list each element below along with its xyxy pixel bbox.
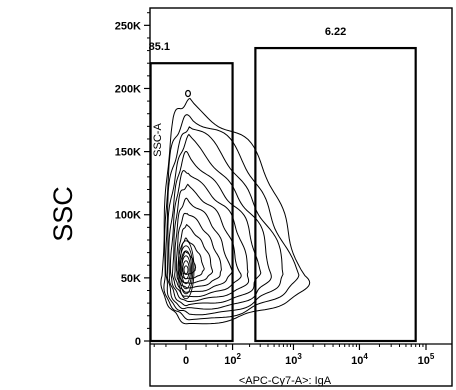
y-tick-label: 250K xyxy=(115,20,141,32)
contour-plot xyxy=(160,97,311,325)
outer-y-axis-label: SSC xyxy=(48,186,78,242)
outlier-event-group xyxy=(185,89,192,98)
y-tick-label: 100K xyxy=(115,210,141,222)
density-core-contour xyxy=(178,245,194,295)
density-core-contour xyxy=(182,260,190,280)
y-tick-label: 0 xyxy=(135,336,141,348)
x-tick-label: 102 xyxy=(224,352,241,367)
plot-frame xyxy=(149,7,453,387)
y-axis-title: SSC-A xyxy=(152,123,164,157)
x-axis: 0 102 103 104 105 xyxy=(150,343,452,367)
x-tick-label: 105 xyxy=(418,352,435,367)
density-core-contour xyxy=(177,240,195,300)
density-contour xyxy=(163,114,300,321)
y-tick-label: 150K xyxy=(115,147,141,159)
density-core-contour xyxy=(179,250,193,290)
density-contour xyxy=(171,183,242,298)
y-axis: 0 50K 100K 150K 200K 250K xyxy=(115,12,150,348)
gates: 85.1 6.22 xyxy=(149,26,417,343)
density-contour xyxy=(175,212,222,289)
gate-percentage-label: 6.22 xyxy=(325,26,346,38)
density-contour xyxy=(168,151,262,307)
density-core-contour xyxy=(181,255,191,285)
x-tick-label: 0 xyxy=(183,355,189,367)
density-contour xyxy=(166,133,272,310)
outlier-event xyxy=(185,89,192,98)
x-axis-title: <APC-Cy7-A>: IgA xyxy=(239,375,332,387)
x-tick-label: 103 xyxy=(285,352,302,367)
gate-rectangle xyxy=(149,62,234,343)
density-contour xyxy=(165,126,284,316)
x-tick-label: 104 xyxy=(351,352,368,367)
density-contour xyxy=(169,170,250,302)
gate-rectangle xyxy=(254,46,417,343)
density-contour xyxy=(174,197,233,293)
density-core-contour xyxy=(183,265,189,275)
y-tick-label: 50K xyxy=(121,273,141,285)
y-tick-label: 200K xyxy=(115,83,141,95)
gate-percentage-label: 85.1 xyxy=(149,41,170,53)
density-contour xyxy=(160,97,311,325)
